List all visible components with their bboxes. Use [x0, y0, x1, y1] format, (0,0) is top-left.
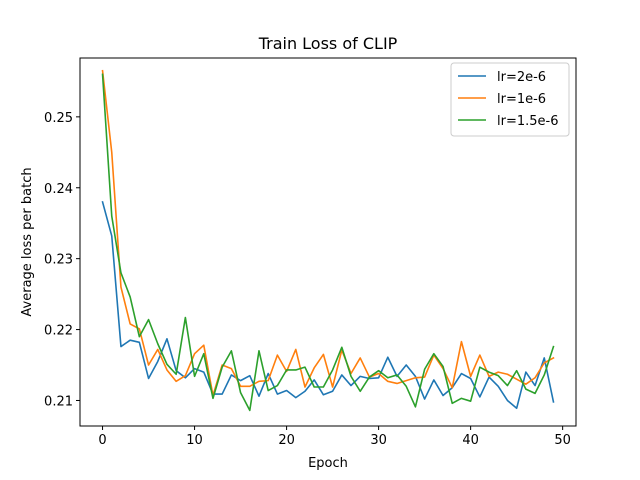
legend-label-1: lr=2e-6 — [497, 70, 546, 85]
x-tick-label: 0 — [98, 433, 106, 448]
series-line-1 — [101, 200, 555, 410]
x-axis: 0 10 20 30 40 50 — [98, 426, 571, 448]
y-tick-label: 0.25 — [44, 111, 73, 126]
x-tick-label: 20 — [278, 433, 295, 448]
chart-title: Train Loss of CLIP — [258, 34, 398, 53]
x-tick-label: 40 — [462, 433, 479, 448]
y-axis: 0.21 0.22 0.23 0.24 0.25 — [44, 111, 80, 409]
y-axis-label: Average loss per batch — [20, 167, 35, 316]
y-tick-label: 0.21 — [44, 394, 73, 409]
legend-label-2: lr=1e-6 — [497, 92, 546, 107]
plot-frame — [79, 57, 577, 427]
series-line-3 — [101, 73, 555, 412]
plot-area — [101, 69, 555, 412]
legend: lr=2e-6 lr=1e-6 lr=1.5e-6 — [450, 62, 570, 137]
legend-label-3: lr=1.5e-6 — [497, 114, 558, 129]
y-tick-label: 0.23 — [44, 253, 73, 268]
x-axis-label: Epoch — [308, 456, 348, 471]
y-tick-label: 0.22 — [44, 324, 73, 339]
x-tick-label: 30 — [370, 433, 387, 448]
legend-box — [450, 62, 570, 137]
series-line-2 — [101, 69, 555, 397]
x-tick-label: 50 — [554, 433, 571, 448]
y-tick-label: 0.24 — [44, 182, 73, 197]
x-tick-label: 10 — [186, 433, 203, 448]
